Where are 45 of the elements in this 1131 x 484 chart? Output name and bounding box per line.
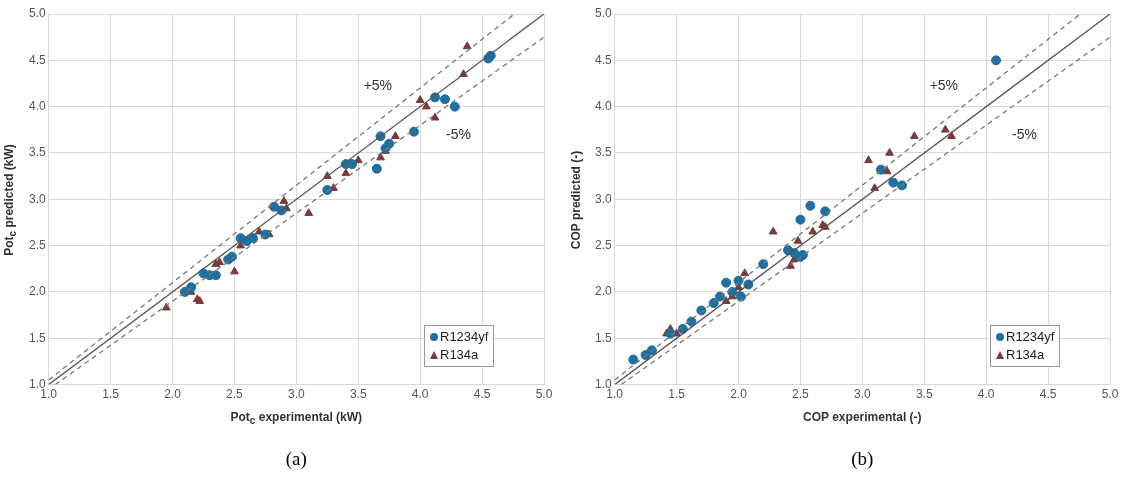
y-tick-label: 2.0 [594, 284, 612, 299]
legend-label: R134a [1006, 345, 1045, 364]
legend-label: R134a [440, 345, 479, 364]
x-tick-label: 4.0 [977, 387, 995, 402]
annotation: +5% [929, 77, 959, 94]
y-tick-label: 5.0 [594, 6, 612, 21]
x-tick-label: 1.5 [668, 387, 686, 402]
y-axis-title: COP predicted (-) [569, 150, 583, 250]
y-tick-label: 5.0 [28, 6, 46, 21]
y-tick-label: 3.0 [28, 191, 46, 206]
annotation: -5% [1012, 126, 1037, 143]
y-tick-label: 4.0 [594, 98, 612, 113]
legend-label: R1234yf [440, 327, 489, 346]
text: (a) [284, 448, 308, 470]
x-tick-label: 4.0 [411, 387, 429, 402]
x-tick-label: 3.5 [349, 387, 367, 402]
y-tick-label: 3.0 [594, 191, 612, 206]
y-tick-label: 3.5 [28, 145, 46, 160]
y-tick-label: 2.5 [594, 237, 612, 252]
x-tick-label: 4.5 [473, 387, 491, 402]
y-tick-label: 2.5 [28, 237, 46, 252]
annotation: -5% [446, 126, 471, 143]
legend-label: R1234yf [1006, 327, 1055, 346]
y-tick-label: 1.5 [594, 330, 612, 345]
x-tick-label: 2.5 [226, 387, 244, 402]
x-tick-label: 1.5 [102, 387, 120, 402]
y-tick-label: 4.5 [28, 52, 46, 67]
x-tick-label: 2.5 [792, 387, 810, 402]
x-tick-label: 5.0 [535, 387, 553, 402]
y-tick-label: 1.5 [28, 330, 46, 345]
x-tick-label: 2.0 [164, 387, 182, 402]
x-axis-title: Pot$_{c}$ experimental (kW) [229, 410, 364, 427]
x-tick-label: 4.5 [1039, 387, 1057, 402]
annotation: +5% [363, 77, 393, 94]
x-tick-label: 2.0 [730, 387, 748, 402]
text: (b) [850, 448, 875, 470]
y-tick-label: 4.5 [594, 52, 612, 67]
y-tick-label: 4.0 [28, 98, 46, 113]
x-tick-label: 5.0 [1101, 387, 1119, 402]
y-tick-label: 2.0 [28, 284, 46, 299]
x-tick-label: 3.0 [854, 387, 871, 402]
x-tick-label: 3.5 [915, 387, 933, 402]
x-tick-label: 3.0 [288, 387, 305, 402]
x-axis-title: COP experimental (-) [802, 410, 923, 424]
y-tick-label: 3.5 [594, 145, 612, 160]
